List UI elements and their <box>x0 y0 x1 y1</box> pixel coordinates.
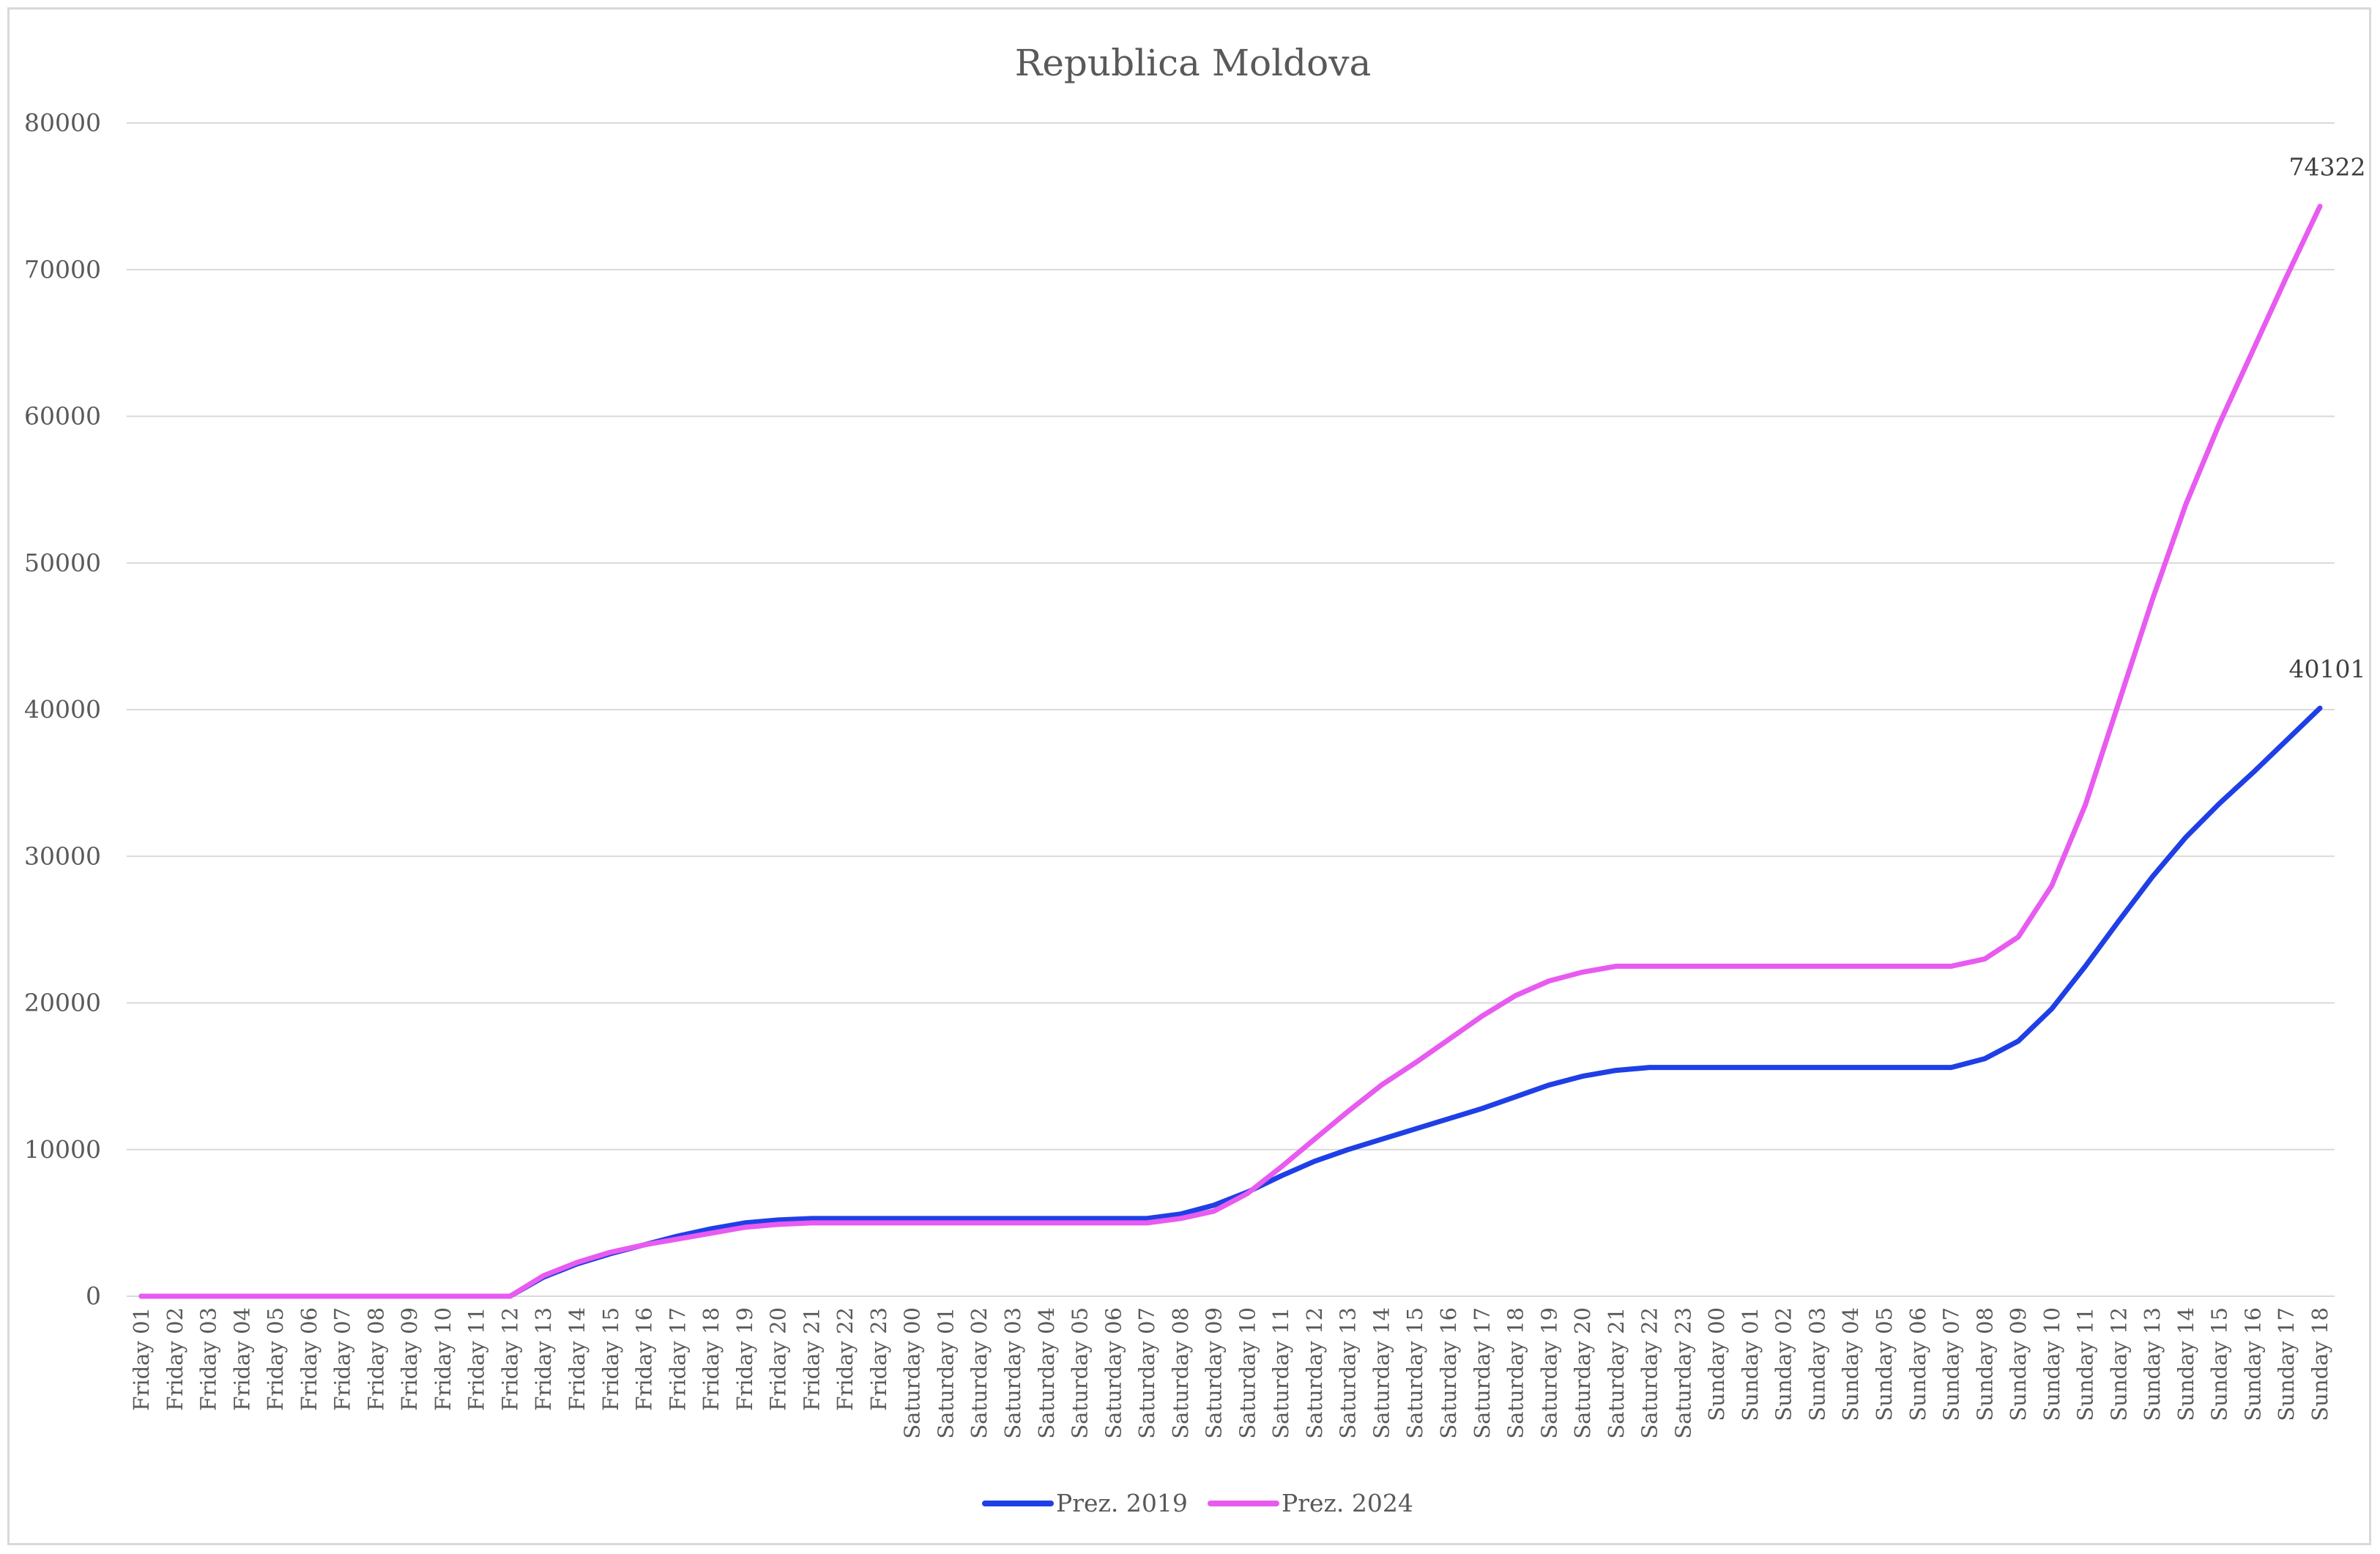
x-tick-label: Sunday 07 <box>1939 1307 1964 1421</box>
x-tick-label: Saturday 10 <box>1235 1307 1260 1439</box>
x-tick-label: Saturday 07 <box>1134 1307 1159 1439</box>
x-tick-label: Sunday 10 <box>2039 1307 2064 1421</box>
x-tick-label: Saturday 22 <box>1637 1307 1662 1439</box>
chart-frame: Republica Moldova 0 10000 20000 30000 40000 5… <box>7 7 2371 1545</box>
x-tick-label: Saturday 16 <box>1436 1307 1461 1439</box>
x-tick-label: Saturday 09 <box>1202 1307 1227 1439</box>
y-axis-ticks: 0 10000 20000 30000 40000 50000 60000 70000 8000… <box>24 108 101 1310</box>
x-tick-label: Sunday 04 <box>1838 1307 1863 1421</box>
x-tick-label: Friday 03 <box>196 1307 221 1411</box>
x-tick-label: Sunday 05 <box>1872 1307 1897 1421</box>
x-tick-label: Saturday 20 <box>1570 1307 1595 1439</box>
x-tick-label: Sunday 06 <box>1905 1307 1930 1421</box>
data-label-2: 74322 <box>2289 153 2366 182</box>
x-tick-label: Saturday 02 <box>967 1307 992 1439</box>
x-tick-label: Friday 18 <box>699 1307 724 1411</box>
x-tick-label: Sunday 13 <box>2140 1307 2165 1421</box>
x-tick-label: Friday 22 <box>833 1307 858 1411</box>
x-tick-label: Saturday 21 <box>1604 1307 1629 1439</box>
x-tick-label: Saturday 18 <box>1503 1307 1528 1439</box>
x-tick-label: Friday 06 <box>297 1307 321 1411</box>
x-tick-label: Friday 02 <box>163 1307 187 1411</box>
chart-title: Republica Moldova <box>1015 42 1372 84</box>
x-tick-label: Sunday 12 <box>2106 1307 2131 1421</box>
x-tick-label: Friday 17 <box>665 1307 690 1411</box>
x-tick-label: Friday 20 <box>766 1307 791 1411</box>
x-tick-label: Saturday 11 <box>1268 1307 1293 1439</box>
legend: Prez. 2019 Prez. 2024 <box>982 1489 1413 1517</box>
x-tick-label: Saturday 14 <box>1369 1307 1394 1439</box>
y-tick-label: 10000 <box>24 1135 101 1164</box>
x-tick-label: Sunday 14 <box>2173 1307 2198 1421</box>
y-tick-label: 20000 <box>24 989 101 1017</box>
x-tick-label: Sunday 17 <box>2274 1307 2299 1421</box>
y-tick-label: 30000 <box>24 841 101 870</box>
x-tick-label: Sunday 16 <box>2240 1307 2265 1421</box>
x-tick-label: Sunday 11 <box>2073 1307 2098 1421</box>
x-tick-label: Saturday 08 <box>1168 1307 1193 1439</box>
x-tick-label: Friday 11 <box>464 1307 489 1411</box>
x-tick-label: Sunday 18 <box>2308 1307 2332 1421</box>
x-tick-label: Saturday 12 <box>1302 1307 1327 1439</box>
x-tick-label: Sunday 08 <box>1972 1307 1997 1421</box>
x-tick-label: Friday 01 <box>129 1307 154 1411</box>
line-chart: Republica Moldova 0 10000 20000 30000 40000 5… <box>24 42 2366 1517</box>
legend-label-2: Prez. 2024 <box>1282 1489 1413 1517</box>
x-tick-label: Saturday 15 <box>1402 1307 1427 1439</box>
x-tick-label: Saturday 00 <box>900 1307 925 1439</box>
x-tick-label: Friday 14 <box>565 1307 590 1411</box>
x-tick-label: Saturday 17 <box>1470 1307 1495 1439</box>
x-tick-label: Friday 13 <box>531 1307 556 1411</box>
x-tick-label: Sunday 09 <box>2006 1307 2031 1421</box>
x-tick-label: Friday 09 <box>397 1307 422 1411</box>
x-tick-label: Sunday 03 <box>1804 1307 1829 1421</box>
x-tick-label: Friday 05 <box>263 1307 288 1411</box>
y-tick-label: 80000 <box>24 108 101 137</box>
x-tick-label: Saturday 13 <box>1336 1307 1361 1439</box>
x-tick-label: Sunday 15 <box>2207 1307 2232 1421</box>
y-tick-label: 70000 <box>24 255 101 283</box>
x-axis-ticks: Friday 01 Friday 02 Friday 03 Friday 04 Frid… <box>129 1307 2332 1439</box>
series-lines <box>138 204 2323 1299</box>
data-labels: 40101 74322 <box>2289 153 2366 683</box>
x-tick-label: Sunday 02 <box>1771 1307 1796 1421</box>
y-tick-label: 40000 <box>24 695 101 724</box>
x-tick-label: Friday 15 <box>598 1307 623 1411</box>
x-tick-label: Friday 08 <box>363 1307 388 1411</box>
x-tick-label: Saturday 04 <box>1034 1307 1059 1439</box>
x-tick-label: Friday 16 <box>632 1307 657 1411</box>
x-tick-label: Friday 10 <box>431 1307 455 1411</box>
y-tick-label: 50000 <box>24 549 101 577</box>
x-tick-label: Saturday 06 <box>1101 1307 1126 1439</box>
y-tick-label: 60000 <box>24 402 101 431</box>
x-tick-label: Saturday 03 <box>1000 1307 1025 1439</box>
x-tick-label: Friday 04 <box>229 1307 254 1411</box>
x-tick-label: Saturday 19 <box>1536 1307 1561 1439</box>
x-tick-label: Sunday 00 <box>1704 1307 1729 1421</box>
x-tick-label: Friday 07 <box>330 1307 355 1411</box>
data-label-1: 40101 <box>2289 655 2366 683</box>
x-tick-label: Saturday 05 <box>1068 1307 1093 1439</box>
legend-label-1: Prez. 2019 <box>1056 1489 1188 1517</box>
x-tick-label: Friday 12 <box>497 1307 522 1411</box>
series-line-2 <box>138 204 2323 1299</box>
x-tick-label: Saturday 01 <box>933 1307 958 1439</box>
y-tick-label: 0 <box>86 1282 101 1310</box>
x-tick-label: Friday 21 <box>799 1307 824 1411</box>
x-tick-label: Friday 19 <box>732 1307 757 1411</box>
gridlines <box>127 122 2335 1297</box>
x-tick-label: Sunday 01 <box>1738 1307 1763 1421</box>
x-tick-label: Saturday 23 <box>1670 1307 1695 1439</box>
x-tick-label: Friday 23 <box>866 1307 891 1411</box>
